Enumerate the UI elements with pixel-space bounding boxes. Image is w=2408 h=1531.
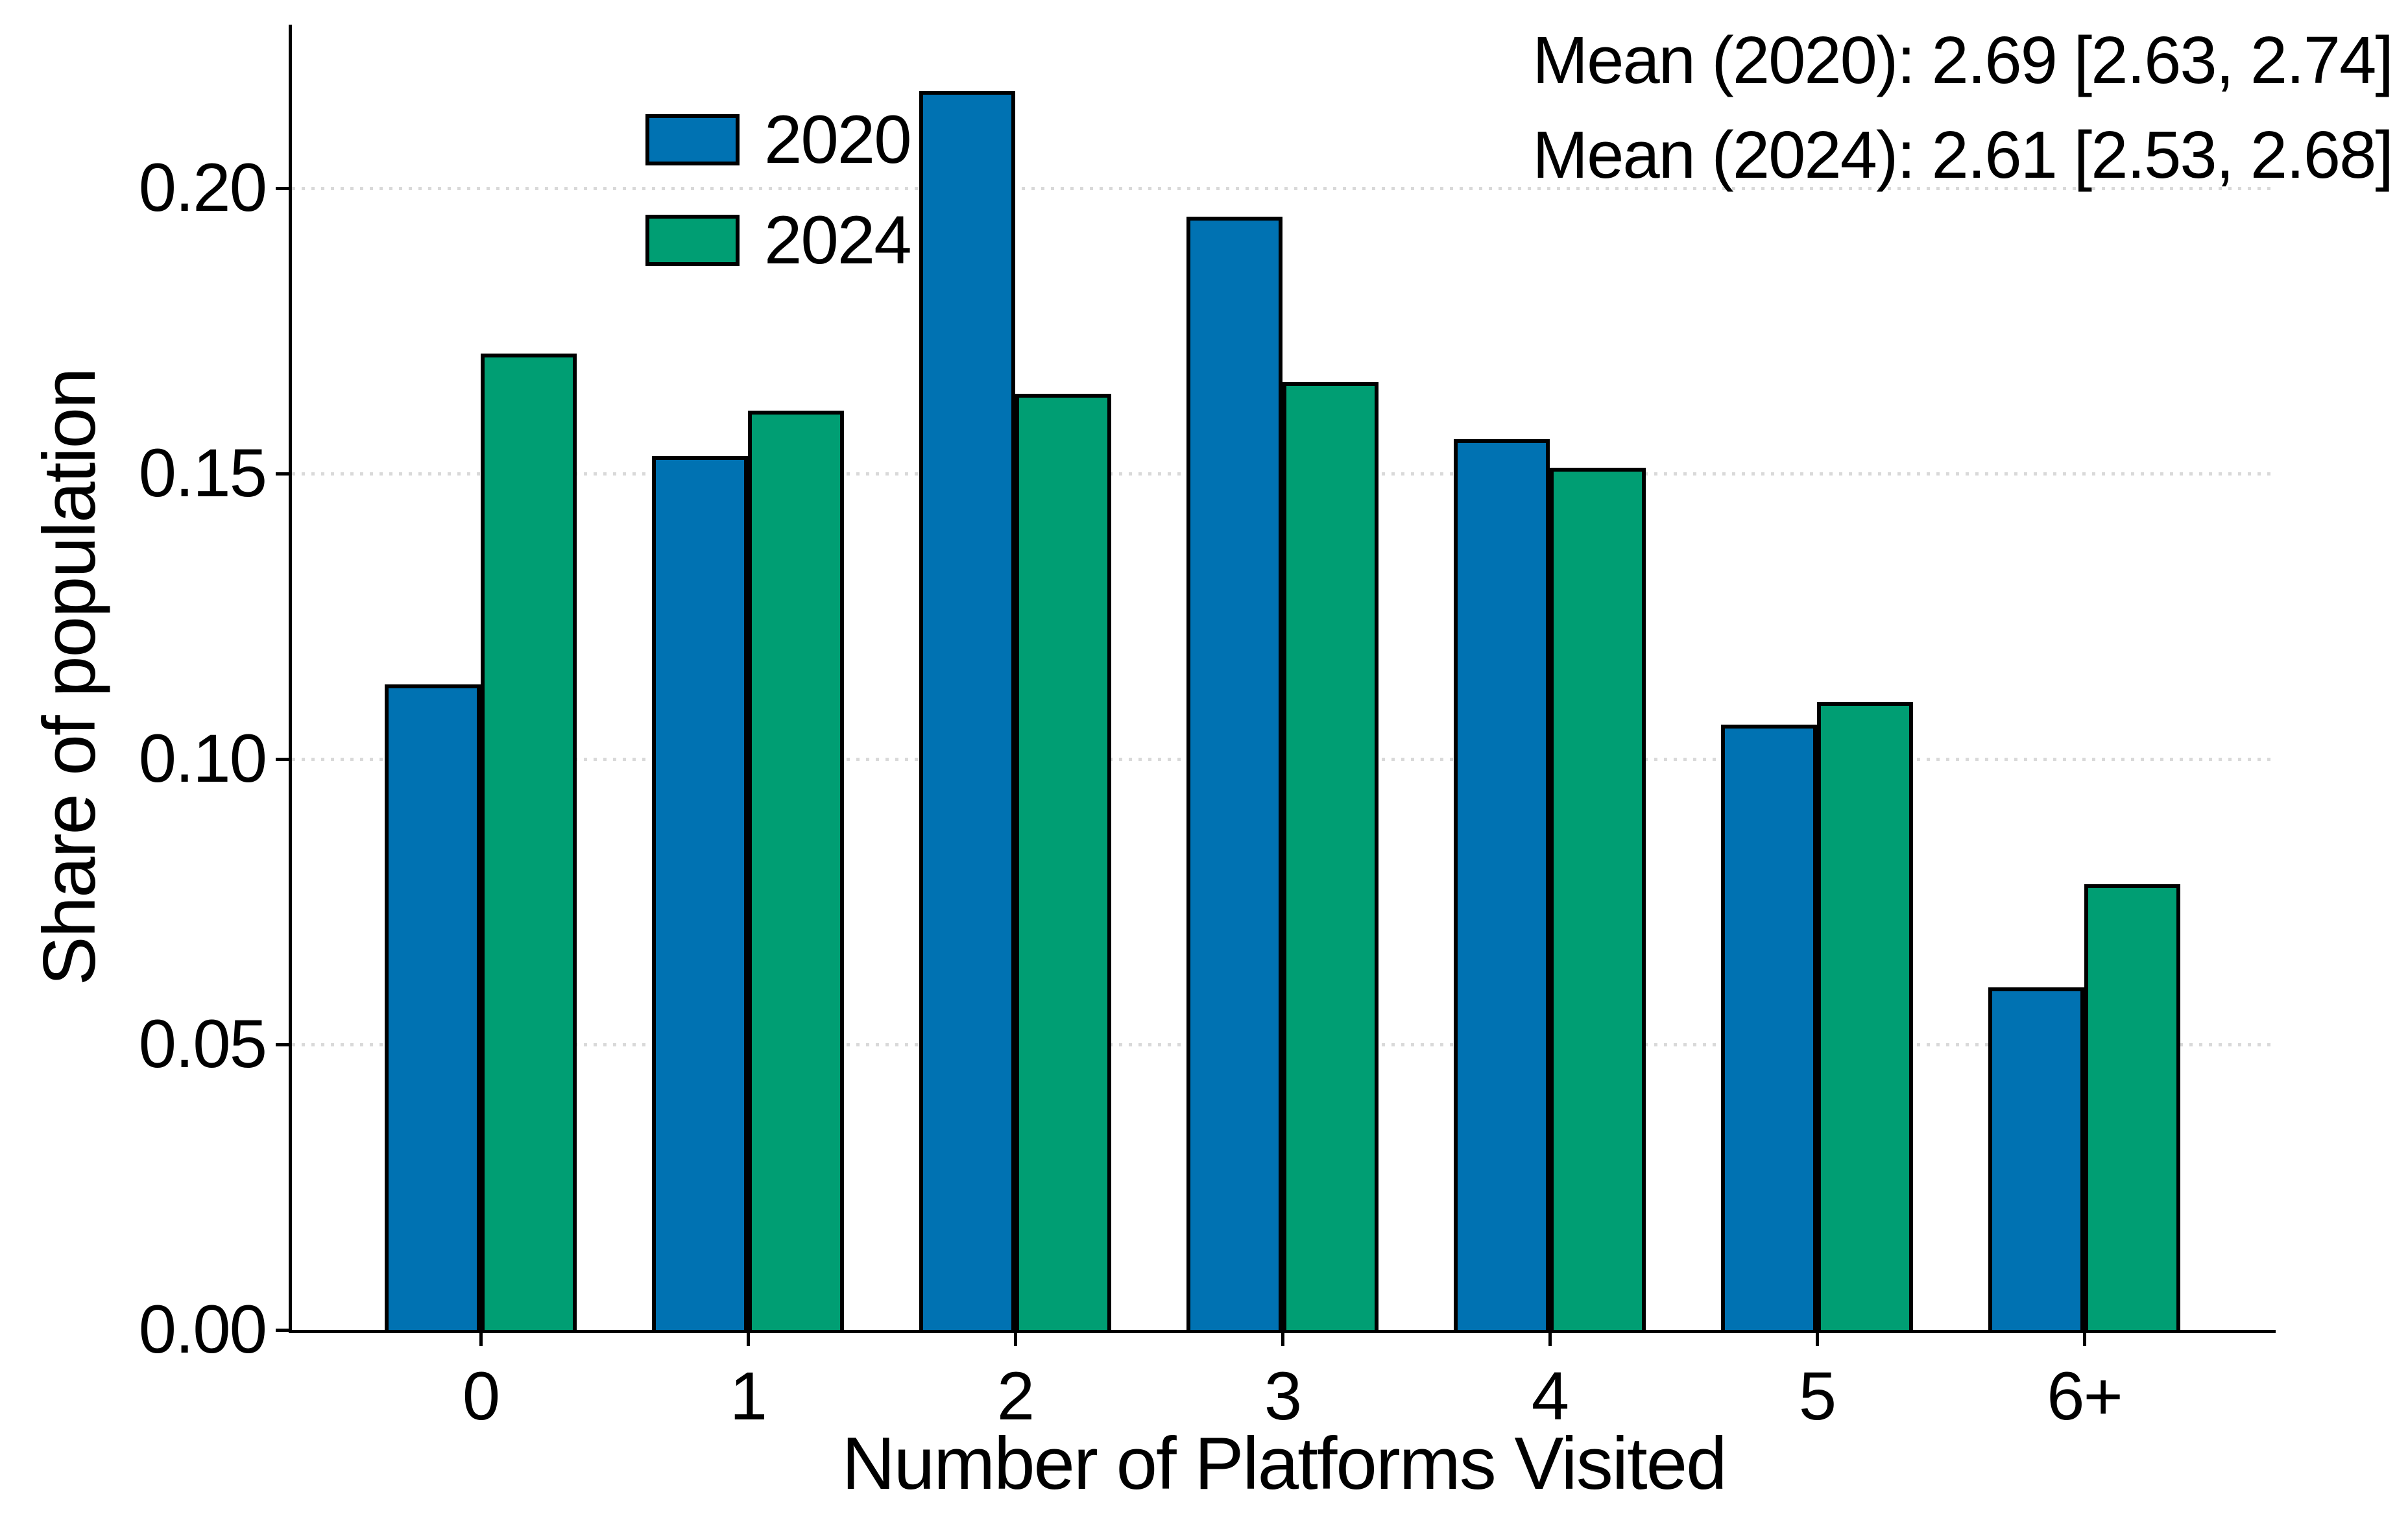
x-tick-label-0: 0 [462,1358,500,1434]
legend-label-2020: 2020 [764,102,912,178]
x-tick-0 [479,1333,483,1346]
y-tick-0.15 [276,472,289,476]
y-tick-0.00 [276,1329,289,1332]
x-tick-label-6+: 6+ [2047,1358,2123,1434]
y-axis-spine [289,25,292,1333]
x-tick-label-5: 5 [1798,1358,1836,1434]
bar-2020-0 [385,684,481,1330]
bar-2024-6+ [2084,884,2180,1330]
x-tick-label-3: 3 [1264,1358,1302,1434]
x-tick-label-1: 1 [729,1358,767,1434]
legend-item-2020: 2020 [645,102,912,178]
y-tick-label-0.05: 0.05 [138,1006,267,1082]
x-tick-1 [747,1333,750,1346]
x-tick-2 [1014,1333,1017,1346]
plot-area: 0.00 0.05 0.10 0.15 0.20 0 1 2 3 4 5 6+ 2020 2024 [139,25,2276,1434]
bar-2024-4 [1550,468,1646,1330]
legend-item-2024: 2024 [645,202,912,278]
bar-2020-4 [1454,439,1550,1330]
x-tick-label-2: 2 [996,1358,1035,1434]
bar-2020-3 [1186,217,1282,1330]
gridline-0.20 [292,186,2276,190]
bar-2024-1 [748,411,844,1330]
bar-2024-3 [1282,382,1379,1330]
legend-swatch-2024 [645,215,740,266]
bar-2020-1 [652,456,748,1330]
mean-annotation: Mean (2020): 2.69 [2.63, 2.74] Mean (202… [1532,13,2394,202]
y-tick-label-0.00: 0.00 [138,1292,267,1368]
x-tick-label-4: 4 [1531,1358,1569,1434]
y-tick-label-0.15: 0.15 [138,435,267,511]
bar-2024-0 [481,354,577,1330]
y-tick-0.20 [276,186,289,190]
mean-annotation-line-2020: Mean (2020): 2.69 [2.63, 2.74] [1532,23,2394,97]
x-tick-4 [1548,1333,1552,1346]
y-tick-label-0.10: 0.10 [138,720,267,797]
x-axis-spine [289,1330,2276,1333]
bar-2024-2 [1015,394,1111,1330]
bar-2024-5 [1817,702,1913,1330]
bar-2020-5 [1721,725,1817,1330]
x-tick-6+ [2083,1333,2086,1346]
x-tick-3 [1281,1333,1284,1346]
y-tick-0.10 [276,757,289,761]
legend-label-2024: 2024 [764,202,912,278]
x-tick-5 [1816,1333,1819,1346]
x-axis-title: Number of Platforms Visited [841,1423,1727,1505]
y-tick-0.05 [276,1043,289,1046]
bar-2020-2 [919,91,1015,1330]
mean-annotation-line-2024: Mean (2024): 2.61 [2.53, 2.68] [1532,117,2394,192]
legend: 2020 2024 [645,102,912,315]
legend-swatch-2020 [645,114,740,165]
y-tick-label-0.20: 0.20 [138,149,267,226]
bar-2020-6+ [1988,987,2084,1330]
